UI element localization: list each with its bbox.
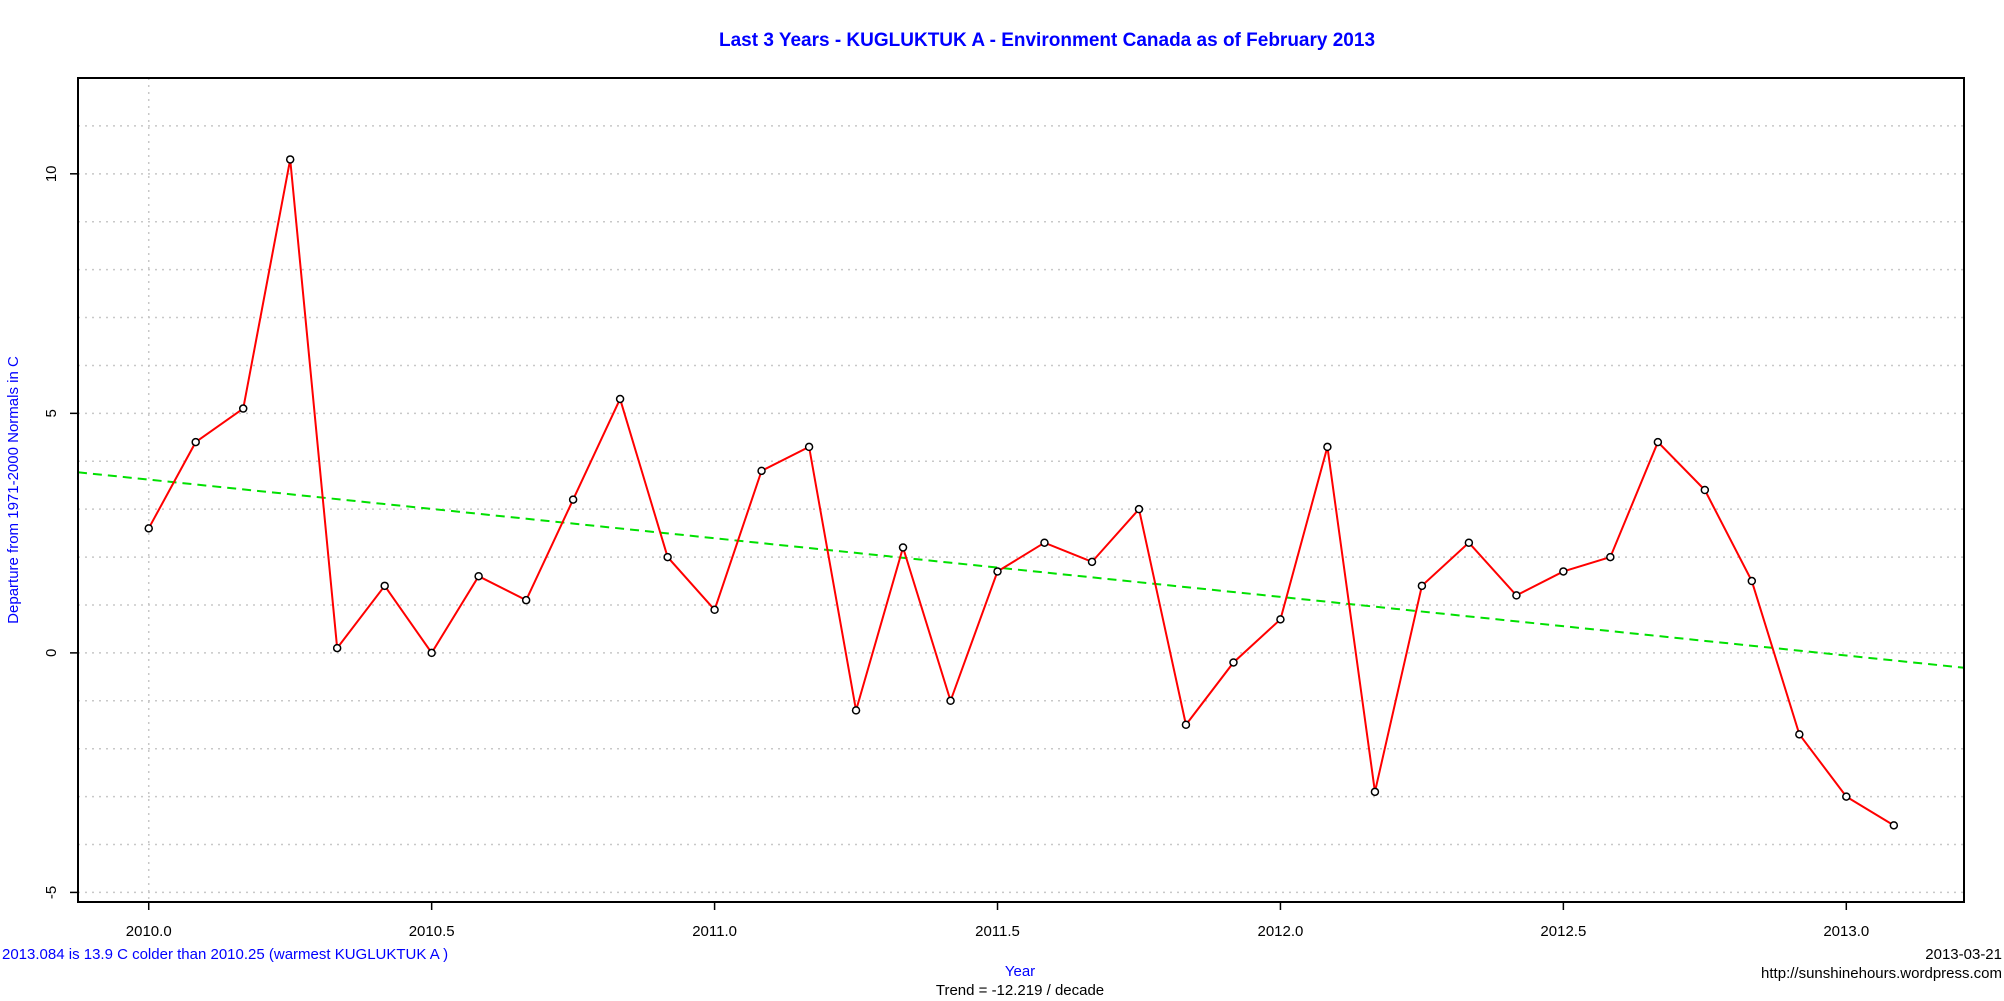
trend-annotation: Trend = -12.219 / decade bbox=[936, 982, 1104, 999]
y-axis: -5 0 5 10 bbox=[43, 165, 78, 899]
grid bbox=[78, 77, 1964, 902]
data-point bbox=[946, 696, 955, 706]
data-point bbox=[1276, 615, 1285, 624]
data-point bbox=[1653, 437, 1663, 447]
data-point bbox=[521, 595, 531, 605]
data-point bbox=[1559, 567, 1568, 576]
x-axis-label: Year bbox=[1005, 963, 1035, 980]
y-tick-label: 0 bbox=[43, 649, 60, 657]
data-point bbox=[1464, 538, 1474, 547]
x-axis: 2010.0 2010.5 2011.0 2011.5 2012.0 2012.5 2013… bbox=[126, 902, 1869, 940]
data-point bbox=[238, 404, 248, 413]
data-point bbox=[474, 571, 483, 581]
data-point bbox=[1087, 557, 1097, 567]
trend-line bbox=[77, 471, 1965, 669]
y-tick-label: -5 bbox=[43, 886, 60, 899]
data-point bbox=[993, 567, 1002, 576]
data-point bbox=[1889, 821, 1899, 830]
data-point bbox=[615, 394, 625, 404]
x-tick-label: 2011.0 bbox=[692, 923, 737, 940]
data-point bbox=[1181, 720, 1191, 729]
data-point bbox=[332, 643, 342, 653]
series-layer bbox=[144, 155, 1899, 830]
data-point bbox=[1134, 504, 1144, 514]
y-tick-label: 5 bbox=[43, 409, 60, 417]
data-point bbox=[710, 605, 719, 615]
data-point bbox=[757, 466, 766, 476]
data-point bbox=[851, 706, 861, 715]
y-axis-label: Departure from 1971-2000 Normals in C bbox=[5, 356, 22, 624]
data-point bbox=[1323, 442, 1332, 452]
data-point bbox=[285, 155, 295, 164]
x-tick-label: 2011.5 bbox=[975, 923, 1020, 940]
series-line bbox=[147, 159, 1895, 827]
x-tick-label: 2012.5 bbox=[1540, 923, 1586, 940]
data-point bbox=[1747, 576, 1757, 586]
x-tick-label: 2013.0 bbox=[1823, 923, 1869, 940]
source-annotation: http://sunshinehours.wordpress.com bbox=[1761, 965, 2002, 982]
annotation-bottom-left: 2013.084 is 13.9 C colder than 2010.25 (… bbox=[2, 946, 448, 963]
data-point bbox=[1842, 792, 1851, 801]
data-point bbox=[1795, 730, 1804, 739]
x-tick-label: 2012.0 bbox=[1257, 923, 1303, 940]
x-tick-label: 2010.0 bbox=[126, 923, 172, 940]
data-point bbox=[1040, 538, 1049, 547]
data-point bbox=[663, 552, 672, 562]
data-point bbox=[568, 495, 578, 504]
data-point bbox=[1606, 552, 1615, 562]
plot-frame bbox=[77, 77, 1965, 903]
data-point bbox=[144, 524, 153, 533]
data-point bbox=[1417, 581, 1427, 591]
data-point bbox=[380, 581, 389, 591]
chart-title: Last 3 Years - KUGLUKTUK A - Environment… bbox=[719, 30, 1375, 51]
data-point bbox=[1229, 658, 1238, 667]
data-point bbox=[1512, 591, 1521, 600]
data-point bbox=[191, 437, 200, 447]
date-annotation: 2013-03-21 bbox=[1925, 946, 2002, 963]
trend-layer bbox=[77, 471, 1965, 669]
y-tick-label: 10 bbox=[43, 165, 60, 182]
data-point bbox=[1370, 787, 1380, 797]
data-point bbox=[898, 543, 908, 552]
data-point bbox=[427, 648, 436, 658]
data-point bbox=[804, 442, 814, 452]
data-point bbox=[1700, 485, 1710, 495]
x-tick-label: 2010.5 bbox=[409, 923, 455, 940]
